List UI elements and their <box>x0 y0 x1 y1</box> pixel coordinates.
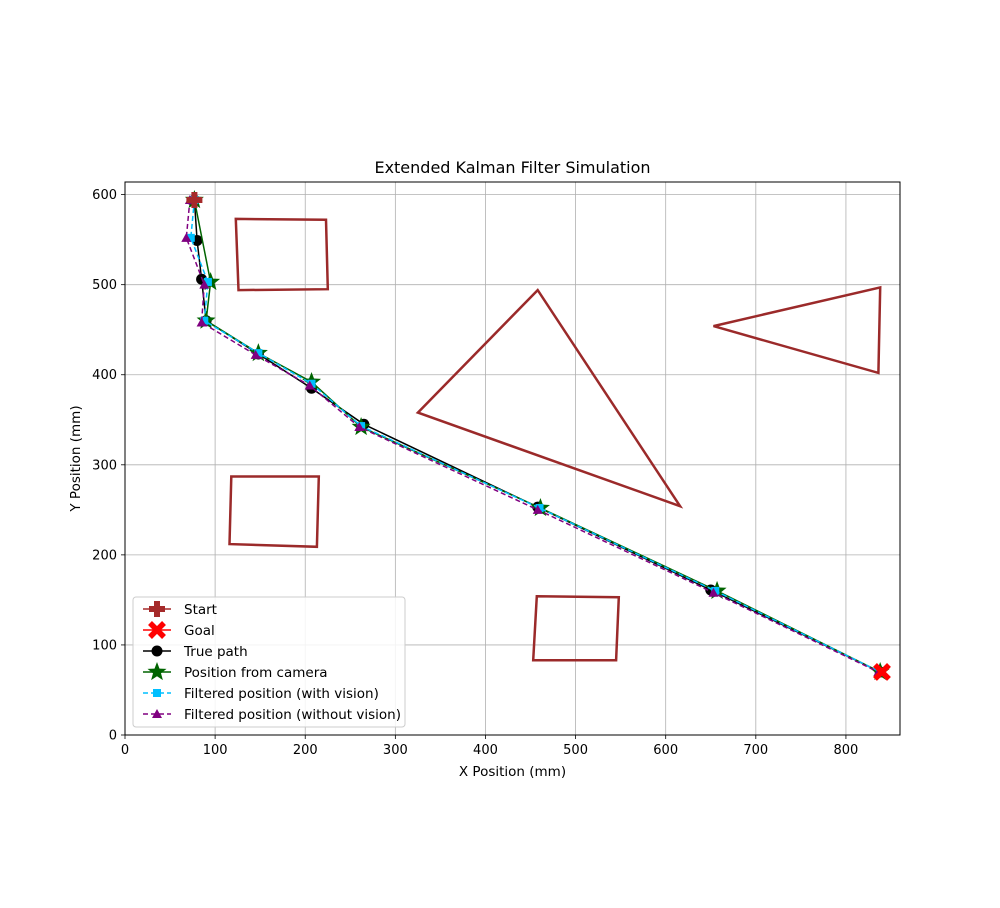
y-tick-label: 0 <box>109 729 117 744</box>
point-filtered-novision <box>532 504 543 514</box>
legend-entry-filtered-vision: Filtered position (with vision) <box>143 686 379 702</box>
x-tick-label: 200 <box>293 743 318 758</box>
legend-label: Position from camera <box>184 665 328 681</box>
point-filtered-vision <box>535 504 544 513</box>
y-tick-label: 300 <box>92 458 117 473</box>
legend-box <box>132 596 406 728</box>
point-filtered-novision <box>199 279 210 289</box>
point-filtered-vision <box>254 349 263 358</box>
point-filtered-novision <box>304 380 315 390</box>
series-goal <box>873 663 891 681</box>
y-tick-label: 100 <box>92 638 117 653</box>
chart-title: Extended Kalman Filter Simulation <box>374 158 650 177</box>
y-tick-label: 600 <box>92 188 117 203</box>
point-goal <box>873 663 891 681</box>
legend-entry-true: True path <box>143 644 248 660</box>
obstacle-4 <box>228 475 321 549</box>
x-tick-label: 600 <box>653 743 678 758</box>
x-tick-label: 300 <box>383 743 408 758</box>
y-tick-label: 500 <box>92 278 117 293</box>
legend-marker-filtered-vision <box>153 689 161 697</box>
series-line-filtered-vision <box>190 199 881 673</box>
obstacles <box>228 217 882 662</box>
point-filtered-novision <box>181 232 192 242</box>
legend-label: True path <box>183 644 248 660</box>
point-filtered-vision <box>203 277 212 286</box>
legend-entry-camera: Position from camera <box>143 662 328 681</box>
legend-marker-goal <box>148 621 166 639</box>
point-filtered-novision <box>708 587 719 597</box>
x-tick-label: 800 <box>834 743 859 758</box>
series <box>181 190 891 681</box>
legend: Start Goal True path Position from camera Fi… <box>132 596 406 728</box>
series-line-filtered-novision <box>185 199 879 673</box>
x-tick-label: 500 <box>563 743 588 758</box>
ticks: 0 100 200 300 400 500 600 700 800 0 100 200 300 400 50… <box>92 188 858 758</box>
legend-marker-camera <box>147 662 167 681</box>
point-filtered-vision <box>711 586 720 595</box>
point-start <box>186 192 203 209</box>
legend-marker-start <box>149 601 165 617</box>
legend-marker-filtered-novision <box>152 709 162 718</box>
obstacle-2 <box>415 288 684 509</box>
x-tick-label: 100 <box>203 743 228 758</box>
legend-entry-start: Start <box>143 601 217 618</box>
series-start <box>186 192 203 209</box>
legend-entry-goal: Goal <box>143 621 215 639</box>
legend-label: Start <box>184 602 217 618</box>
y-axis-label: Y Position (mm) <box>68 405 84 512</box>
legend-label: Filtered position (without vision) <box>184 707 401 723</box>
point-filtered-novision <box>250 349 261 359</box>
obstacle-1 <box>234 217 330 292</box>
obstacle-3 <box>713 285 882 375</box>
legend-label: Filtered position (with vision) <box>184 686 379 702</box>
x-tick-label: 700 <box>743 743 768 758</box>
legend-entry-filtered-novision: Filtered position (without vision) <box>143 707 401 723</box>
point-filtered-vision <box>186 233 195 242</box>
obstacle-5 <box>531 595 621 662</box>
legend-marker-true <box>151 645 163 657</box>
point-filtered-novision <box>196 317 207 327</box>
x-tick-label: 0 <box>121 743 129 758</box>
legend-label: Goal <box>184 623 215 639</box>
y-tick-label: 200 <box>92 548 117 563</box>
point-filtered-vision <box>200 316 209 325</box>
x-tick-label: 400 <box>473 743 498 758</box>
x-axis-label: X Position (mm) <box>459 764 566 780</box>
point-filtered-novision <box>354 421 365 431</box>
point-filtered-vision <box>307 379 316 388</box>
plot-frame <box>124 181 901 736</box>
y-tick-label: 400 <box>92 368 117 383</box>
